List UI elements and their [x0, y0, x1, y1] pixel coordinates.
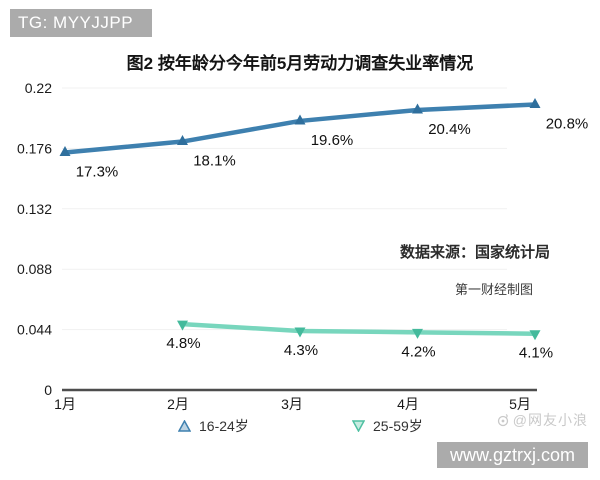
site-watermark-bar: www.gztrxj.com — [437, 442, 588, 468]
y-tick-label: 0.044 — [17, 322, 52, 338]
weibo-icon — [497, 413, 508, 427]
x-tick-label: 2月 — [167, 396, 189, 412]
data-label: 4.8% — [166, 335, 200, 352]
triangle-up-marker — [59, 146, 71, 157]
weibo-author-watermark: @网友小浪 — [496, 410, 588, 430]
y-tick-label: 0.176 — [17, 140, 52, 156]
triangle-up-icon — [178, 420, 191, 432]
data-label: 4.3% — [284, 342, 318, 359]
chart-credit-note: 第一财经制图 — [454, 282, 533, 297]
data-label: 20.8% — [546, 115, 589, 132]
triangle-up-marker — [177, 135, 188, 146]
x-tick-label: 3月 — [281, 396, 303, 412]
legend-label-25-59: 25-59岁 — [373, 418, 423, 434]
triangle-up-marker — [529, 97, 541, 108]
triangle-down-icon — [352, 420, 365, 432]
legend-item-25-59: 25-59岁 — [352, 417, 423, 435]
data-label: 17.3% — [76, 164, 119, 181]
x-tick-label: 4月 — [397, 396, 419, 412]
telegram-watermark-badge: TG: MYYJJPP — [10, 9, 152, 37]
y-tick-label: 0.132 — [17, 201, 52, 217]
y-tick-label: 0.22 — [25, 80, 52, 96]
triangle-up-marker — [294, 114, 306, 125]
data-source-note: 数据来源：国家统计局 — [399, 244, 550, 261]
data-label: 20.4% — [428, 121, 471, 138]
y-tick-label: 0.088 — [17, 261, 52, 277]
data-label: 4.1% — [519, 345, 553, 362]
data-label: 18.1% — [193, 153, 236, 170]
triangle-down-marker — [412, 328, 423, 339]
legend-item-16-24: 16-24岁 — [178, 417, 249, 435]
legend: 16-24岁 25-59岁 — [0, 417, 600, 435]
weibo-handle-text: @网友小浪 — [512, 412, 588, 428]
triangle-down-marker — [294, 327, 306, 338]
data-label: 19.6% — [311, 132, 354, 149]
x-tick-label: 1月 — [54, 396, 76, 412]
triangle-up-marker — [412, 103, 423, 114]
triangle-down-marker — [177, 320, 188, 331]
series-line-25-59岁 — [180, 321, 538, 336]
y-tick-label: 0 — [44, 382, 52, 398]
data-label: 4.2% — [401, 343, 435, 360]
x-tick-label: 5月 — [509, 396, 531, 412]
triangle-down-marker — [529, 330, 541, 341]
legend-label-16-24: 16-24岁 — [199, 418, 249, 434]
chart-title: 图2 按年龄分今年前5月劳动力调查失业率情况 — [126, 54, 474, 73]
